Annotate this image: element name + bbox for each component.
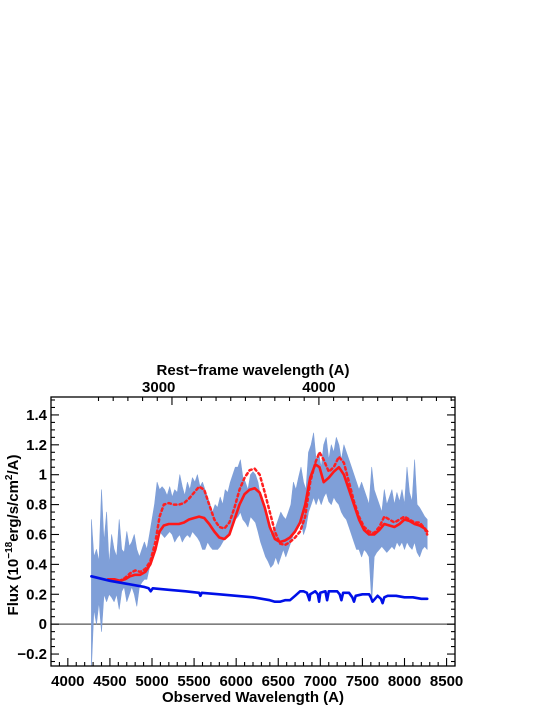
y-tick-label: 1.2 [26,437,47,454]
x-tick-label: 4500 [93,673,126,690]
series-layer [51,432,455,666]
model-dotted-line [106,451,429,583]
y-axis-title-part3: /A) [5,455,22,475]
top-axis-title: Rest−frame wavelength (A) [157,362,350,379]
x-tick-label: 8500 [430,673,463,690]
x-tick-label: 6000 [219,673,252,690]
x-tick-label: 7000 [304,673,337,690]
y-tick-label: 0.6 [26,526,47,543]
y-tick-label: −0.2 [17,646,47,663]
y-tick-label: 1.4 [26,407,48,424]
host-continuum-line [90,575,429,605]
top-tick-label: 3000 [142,379,175,396]
labels-layer: 4000 4500 5000 5500 6000 6500 7000 7500 8000 8500… [17,379,463,690]
y-tick-label: 1 [39,467,47,484]
y-axis-title-exp: −18 [4,541,15,558]
y-tick-label: 0 [39,616,47,633]
y-axis-title-part1: Flux (10 [5,559,22,616]
y-tick-label: 0.4 [26,556,48,573]
axes-layer [50,396,456,667]
x-tick-label: 4000 [51,673,84,690]
x-tick-label: 5000 [135,673,168,690]
x-tick-label: 6500 [262,673,295,690]
top-tick-label: 4000 [302,379,335,396]
x-tick-label: 5500 [177,673,210,690]
observed-spectrum-band [91,432,428,666]
y-tick-label: 0.2 [26,586,47,603]
x-tick-label: 7500 [346,673,379,690]
y-axis-title-part2: erg/s/cm [5,480,22,542]
model-solid-line [106,463,429,583]
y-tick-label: 0.8 [26,497,47,514]
plot-area [51,432,455,666]
x-tick-label: 8000 [388,673,421,690]
y-axis-title-exp2: 2 [4,474,15,480]
y-axis-title: Flux (10−18erg/s/cm2/A) [4,455,22,616]
x-axis-title: Observed Wavelength (A) [162,689,344,705]
